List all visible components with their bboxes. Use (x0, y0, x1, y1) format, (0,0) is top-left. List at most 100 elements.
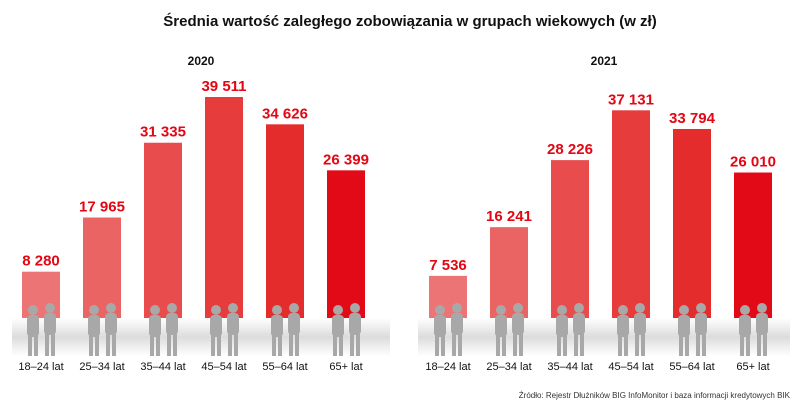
floor-band (12, 318, 390, 356)
x-tick-label: 18–24 lat (425, 361, 470, 373)
silhouette (519, 334, 523, 356)
silhouette (349, 313, 361, 335)
silhouette (624, 336, 628, 356)
silhouette (339, 336, 343, 356)
value-label: 37 131 (608, 91, 654, 108)
silhouette (211, 336, 215, 356)
silhouette (678, 315, 690, 337)
silhouette (234, 334, 238, 356)
bar (327, 170, 365, 318)
x-tick-label: 25–34 lat (79, 361, 124, 373)
value-label: 16 241 (486, 208, 532, 225)
x-tick-label: 55–64 lat (669, 361, 714, 373)
bar (205, 97, 243, 318)
silhouette (452, 334, 456, 356)
silhouette (574, 303, 584, 313)
silhouette (452, 303, 462, 313)
silhouette (332, 315, 344, 337)
value-label: 17 965 (79, 198, 125, 215)
silhouette (28, 336, 32, 356)
silhouette (441, 336, 445, 356)
silhouette (696, 334, 700, 356)
value-label: 26 010 (730, 153, 776, 170)
panel-title: 2021 (591, 54, 618, 68)
silhouette (295, 334, 299, 356)
silhouette (695, 313, 707, 335)
silhouette (512, 313, 524, 335)
bar (144, 142, 182, 318)
value-label: 31 335 (140, 124, 186, 141)
silhouette (496, 305, 506, 315)
x-tick-label: 35–44 lat (140, 361, 185, 373)
value-label: 26 399 (323, 151, 369, 168)
silhouette (106, 303, 116, 313)
silhouette (679, 336, 683, 356)
silhouette (580, 334, 584, 356)
silhouette (95, 336, 99, 356)
silhouette (272, 305, 282, 315)
silhouette (89, 336, 93, 356)
silhouette (150, 336, 154, 356)
silhouette (763, 334, 767, 356)
source-note: Źródło: Rejestr Dłużników BIG InfoMonito… (519, 391, 791, 400)
bar (22, 271, 60, 318)
silhouette (746, 336, 750, 356)
x-tick-label: 45–54 lat (608, 361, 653, 373)
silhouette (149, 315, 161, 337)
bar (734, 172, 772, 318)
silhouette (513, 334, 517, 356)
silhouette (756, 313, 768, 335)
value-label: 28 226 (547, 141, 593, 158)
bar (551, 160, 589, 318)
silhouette (634, 313, 646, 335)
silhouette (112, 334, 116, 356)
silhouette (28, 305, 38, 315)
silhouette (513, 303, 523, 313)
silhouette (496, 336, 500, 356)
silhouette (435, 305, 445, 315)
silhouette (641, 334, 645, 356)
silhouette (557, 305, 567, 315)
bar (266, 124, 304, 318)
silhouette (173, 334, 177, 356)
silhouette (272, 336, 276, 356)
silhouette (211, 305, 221, 315)
silhouette (502, 336, 506, 356)
silhouette (702, 334, 706, 356)
silhouette (495, 315, 507, 337)
silhouette (106, 334, 110, 356)
silhouette (88, 315, 100, 337)
value-label: 7 536 (429, 257, 467, 274)
panel-title: 2020 (188, 54, 215, 68)
silhouette (757, 334, 761, 356)
bar (490, 227, 528, 318)
silhouette (217, 336, 221, 356)
silhouette (434, 315, 446, 337)
bar (612, 110, 650, 318)
silhouette (150, 305, 160, 315)
bar (83, 217, 121, 318)
silhouette (228, 334, 232, 356)
silhouette (167, 303, 177, 313)
silhouette (289, 334, 293, 356)
value-label: 39 511 (201, 78, 246, 95)
silhouette (105, 313, 117, 335)
silhouette (618, 336, 622, 356)
silhouette (740, 336, 744, 356)
silhouette (288, 313, 300, 335)
bar (429, 275, 467, 318)
silhouette (166, 313, 178, 335)
silhouette (696, 303, 706, 313)
silhouette (89, 305, 99, 315)
silhouette (635, 334, 639, 356)
silhouette (356, 334, 360, 356)
silhouette (34, 336, 38, 356)
silhouette (557, 336, 561, 356)
silhouette (228, 303, 238, 313)
silhouette (278, 336, 282, 356)
chart-title: Średnia wartość zaległego zobowiązania w… (163, 12, 656, 30)
silhouette (44, 313, 56, 335)
value-label: 34 626 (262, 105, 308, 122)
silhouette (289, 303, 299, 313)
